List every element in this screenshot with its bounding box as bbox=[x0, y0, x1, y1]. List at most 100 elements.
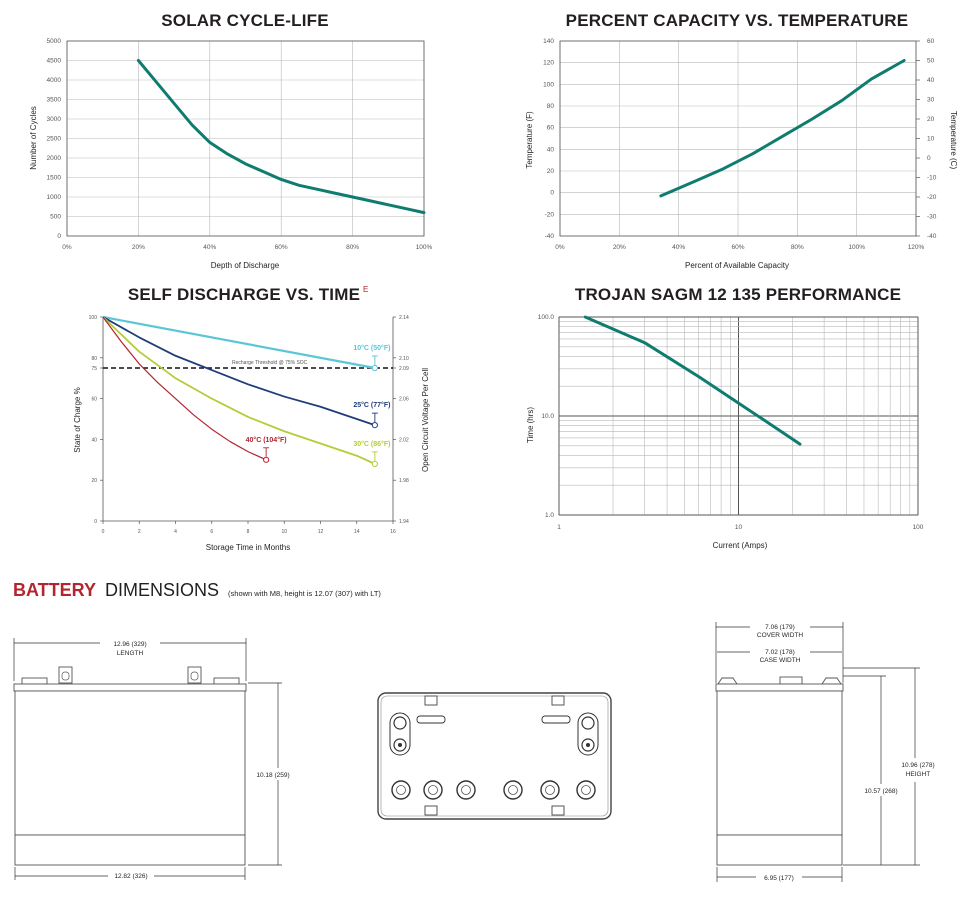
chart3-ytick: 0 bbox=[94, 519, 97, 525]
chart3-series-line bbox=[102, 315, 376, 370]
top-neg-marking bbox=[416, 715, 446, 724]
chart2-ytick: 120 bbox=[543, 60, 554, 67]
case-width-label: CASE WIDTH bbox=[760, 657, 801, 664]
chart2-ytick: 0 bbox=[550, 190, 554, 197]
chart3-ytick: 75 bbox=[91, 366, 97, 372]
height-case-value: 10.57 (268) bbox=[864, 788, 897, 795]
chart3-ytick-right: 1.98 bbox=[399, 478, 409, 484]
chart2-ytick: -20 bbox=[545, 211, 555, 218]
chart1-ytick: 500 bbox=[50, 214, 61, 221]
cover-width-value: 7.06 (179) bbox=[765, 624, 795, 631]
chart1-ytick: 1500 bbox=[47, 175, 62, 182]
chart2-ytick: -40 bbox=[545, 233, 555, 240]
length-top-value: 12.96 (329) bbox=[113, 641, 146, 648]
length-top-label: LENGTH bbox=[117, 650, 144, 657]
chart2-ytick-right: 10 bbox=[927, 136, 935, 143]
chart3-xlabel: Storage Time in Months bbox=[206, 543, 290, 552]
chart2-xtick: 80% bbox=[791, 244, 804, 251]
chart4-ytick: 100.0 bbox=[538, 314, 555, 321]
chart3-ytick: 40 bbox=[91, 437, 97, 443]
chart2-ytick: 140 bbox=[543, 38, 554, 45]
height-total-label: HEIGHT bbox=[906, 771, 931, 778]
chart3-series-label: 10°C (50°F) bbox=[353, 344, 390, 352]
chart2-xtick: 100% bbox=[848, 244, 865, 251]
chart2-xtick: 60% bbox=[731, 244, 744, 251]
chart3-plot: 020406075801001.941.982.022.062.092.102.… bbox=[89, 315, 409, 535]
chart3-xtick: 16 bbox=[390, 529, 396, 535]
chart2-ytick-right: 60 bbox=[927, 38, 935, 45]
chart3-ytick: 60 bbox=[91, 397, 97, 403]
chart2-ytick-right: 30 bbox=[927, 97, 935, 104]
chart4-xtick: 10 bbox=[735, 524, 743, 531]
height-case-label-bg bbox=[860, 784, 902, 796]
chart1-ylabel: Number of Cycles bbox=[29, 106, 38, 170]
side-cover bbox=[715, 683, 844, 692]
chart3-xtick: 0 bbox=[102, 529, 105, 535]
length-bottom-value: 12.82 (326) bbox=[114, 873, 147, 880]
chart3-title-superscript: E bbox=[363, 285, 368, 294]
chart4-ytick: 10.0 bbox=[541, 413, 554, 420]
top-vent-caps bbox=[391, 780, 596, 800]
length-bottom-label-bg bbox=[108, 871, 154, 881]
dimensions-heading-strong: BATTERY bbox=[13, 580, 96, 600]
chart3-ytick-right: 2.02 bbox=[399, 437, 409, 443]
height-total-value: 10.96 (278) bbox=[901, 762, 934, 769]
vent-cap-inner bbox=[461, 785, 471, 795]
chart1-ytick: 5000 bbox=[47, 38, 62, 45]
chart1-ytick: 1000 bbox=[47, 194, 62, 201]
chart2-ytick-right: 0 bbox=[927, 155, 931, 162]
chart2-ytick-right: -10 bbox=[927, 175, 937, 182]
chart1-series-line bbox=[136, 59, 426, 215]
chart4-ytick: 1.0 bbox=[545, 512, 554, 519]
chart3-ylabel: State of Charge % bbox=[73, 387, 82, 452]
chart2-ylabel-right: Temperature (C) bbox=[949, 111, 958, 170]
width-bottom-label-bg bbox=[756, 872, 802, 882]
case-width-label-bg bbox=[750, 647, 810, 664]
chart3-ytick: 100 bbox=[89, 315, 98, 321]
chart2-series-line bbox=[659, 59, 906, 198]
vent-cap-inner bbox=[428, 785, 438, 795]
chart3-ytick-right: 2.14 bbox=[399, 315, 409, 321]
chart2-frame bbox=[559, 40, 917, 237]
width-bottom-value: 6.95 (177) bbox=[764, 875, 794, 882]
chart4-xtick: 1 bbox=[557, 524, 561, 531]
chart3-series-endpoint bbox=[263, 456, 270, 463]
chart3-ytick-right: 2.10 bbox=[399, 356, 409, 362]
chart2-ytick-right: 50 bbox=[927, 58, 935, 65]
chart1-plot: 0 500 1000 1500 2000 2500 3000 3500 4000 4500 5000… bbox=[47, 38, 433, 251]
chart3-threshold-label: Recharge Threshold @ 75% SOC bbox=[232, 360, 308, 366]
chart3-xtick: 8 bbox=[247, 529, 250, 535]
chart3-series-line bbox=[102, 316, 376, 465]
chart2-ytick: 20 bbox=[547, 168, 555, 175]
height-side-label-bg bbox=[252, 768, 306, 780]
battery-side-view: 7.06 (179) COVER WIDTH 7.02 (178) CASE W… bbox=[715, 622, 943, 882]
chart4-title: TROJAN SAGM 12 135 PERFORMANCE bbox=[575, 285, 901, 304]
chart2-ytick-right: -30 bbox=[927, 214, 937, 221]
top-terminal-neg-ring bbox=[393, 716, 407, 730]
chart4-series-line bbox=[583, 315, 802, 446]
chart3-xtick: 12 bbox=[318, 529, 324, 535]
height-side-value: 10.18 (259) bbox=[256, 772, 289, 779]
chart1-xtick: 20% bbox=[132, 244, 145, 251]
bottom-tab-left bbox=[424, 805, 438, 816]
chart1-xtick: 60% bbox=[275, 244, 288, 251]
chart1-title: SOLAR CYCLE-LIFE bbox=[161, 11, 329, 30]
chart3-series-endpoint bbox=[371, 460, 378, 467]
chart1-ytick: 4500 bbox=[47, 58, 62, 65]
chart2-ytick: 80 bbox=[547, 103, 555, 110]
top-terminal-pos-center bbox=[586, 743, 590, 747]
battery-front-view: 12.96 (329) LENGTH 10.18 (259) 12.82 (32… bbox=[13, 638, 306, 881]
chart1-xtick: 0% bbox=[62, 244, 72, 251]
bottom-tab-right bbox=[551, 805, 565, 816]
chart4-ylabel: Time (hrs) bbox=[526, 407, 535, 443]
cover-width-label-bg bbox=[750, 622, 810, 639]
chart2-ytick-right: -20 bbox=[927, 194, 937, 201]
front-vent-right bbox=[213, 677, 240, 685]
chart3-ytick: 80 bbox=[91, 356, 97, 362]
chart1-ytick: 3500 bbox=[47, 97, 62, 104]
chart1-xtick: 80% bbox=[346, 244, 359, 251]
top-view-outline bbox=[377, 692, 612, 820]
front-terminal-left-hole bbox=[61, 671, 70, 681]
chart1-frame bbox=[66, 40, 425, 237]
